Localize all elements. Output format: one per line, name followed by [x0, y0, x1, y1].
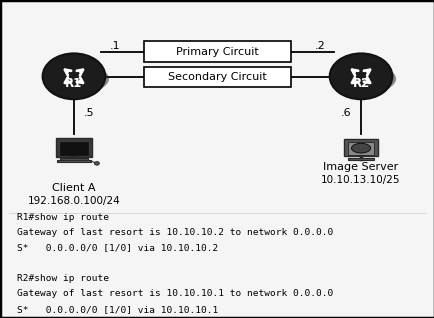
- Text: .5: .5: [84, 108, 94, 118]
- Text: R2: R2: [352, 77, 369, 90]
- Text: .2: .2: [314, 41, 324, 51]
- Ellipse shape: [43, 64, 109, 94]
- Circle shape: [329, 53, 391, 99]
- Text: R1#show ip route: R1#show ip route: [17, 213, 109, 222]
- Text: R2#show ip route: R2#show ip route: [17, 274, 109, 283]
- FancyBboxPatch shape: [344, 139, 377, 156]
- Text: R1: R1: [65, 77, 82, 90]
- FancyBboxPatch shape: [57, 160, 91, 162]
- Text: Gateway of last resort is 10.10.10.2 to network 0.0.0.0: Gateway of last resort is 10.10.10.2 to …: [17, 228, 333, 237]
- Ellipse shape: [329, 64, 395, 94]
- Text: 10.10.13.10/25: 10.10.13.10/25: [321, 175, 400, 185]
- Text: Gateway of last resort is 10.10.10.1 to network 0.0.0.0: Gateway of last resort is 10.10.10.1 to …: [17, 289, 333, 298]
- Ellipse shape: [351, 143, 370, 153]
- FancyBboxPatch shape: [143, 41, 291, 62]
- FancyBboxPatch shape: [347, 158, 373, 160]
- Text: Client A: Client A: [52, 183, 95, 193]
- Text: Primary Circuit: Primary Circuit: [176, 47, 258, 57]
- Text: .1: .1: [110, 41, 120, 51]
- FancyBboxPatch shape: [60, 142, 88, 155]
- Text: .6: .6: [340, 108, 350, 118]
- FancyBboxPatch shape: [56, 138, 92, 157]
- Text: Secondary Circuit: Secondary Circuit: [168, 72, 266, 82]
- FancyBboxPatch shape: [347, 142, 373, 155]
- Text: S*   0.0.0.0/0 [1/0] via 10.10.10.2: S* 0.0.0.0/0 [1/0] via 10.10.10.2: [17, 244, 218, 252]
- Text: S*   0.0.0.0/0 [1/0] via 10.10.10.1: S* 0.0.0.0/0 [1/0] via 10.10.10.1: [17, 305, 218, 314]
- FancyBboxPatch shape: [59, 158, 88, 160]
- Text: 192.168.0.100/24: 192.168.0.100/24: [27, 196, 120, 205]
- Circle shape: [43, 53, 105, 99]
- Circle shape: [94, 162, 99, 165]
- Text: Image Server: Image Server: [323, 162, 398, 172]
- FancyBboxPatch shape: [143, 67, 291, 87]
